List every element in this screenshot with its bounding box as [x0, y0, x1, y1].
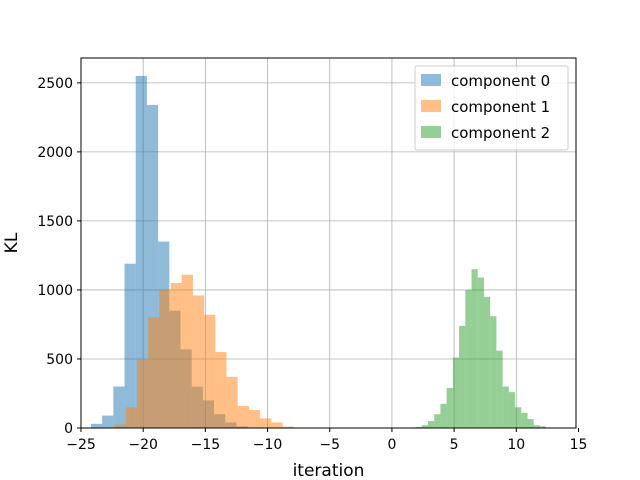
histogram-bar — [124, 263, 136, 428]
legend-label: component 0 — [451, 72, 550, 90]
x-tick-label: 10 — [507, 437, 525, 453]
histogram-bar — [148, 317, 160, 428]
x-tick-label: −25 — [66, 437, 96, 453]
x-tick-label: −15 — [191, 437, 221, 453]
histogram-bars — [90, 75, 547, 429]
legend-box — [414, 65, 569, 151]
histogram-bar — [508, 392, 516, 428]
histogram-bar — [521, 412, 528, 428]
histogram-bar — [114, 424, 126, 428]
y-tick-label: 1500 — [37, 214, 73, 230]
y-tick-label: 1000 — [37, 283, 73, 299]
legend-label: component 1 — [451, 98, 550, 116]
histogram-bar — [459, 325, 466, 428]
histogram-bar — [136, 358, 149, 428]
histogram-bar — [146, 104, 159, 428]
histogram-bar — [192, 295, 205, 428]
x-tick-label: −10 — [253, 437, 283, 453]
histogram-bar — [483, 296, 491, 428]
histogram-bar — [440, 403, 447, 428]
x-axis-label: iteration — [293, 461, 365, 480]
histogram-bar — [446, 387, 453, 428]
histogram-bar — [465, 289, 472, 428]
x-tick-label: 0 — [387, 437, 396, 453]
legend-swatch — [421, 74, 441, 86]
histogram-bar — [170, 283, 182, 428]
histogram-bar — [226, 376, 238, 428]
histogram-bar — [90, 423, 103, 428]
histogram-bar — [248, 410, 261, 428]
histogram-bar — [539, 426, 547, 428]
legend-swatch — [421, 126, 441, 138]
y-axis-label: KL — [2, 232, 22, 253]
histogram-bar — [527, 419, 534, 428]
histogram-bar — [415, 426, 422, 428]
histogram-bar — [471, 269, 478, 428]
series-1-bars — [114, 274, 294, 428]
x-tick-label: 15 — [570, 437, 588, 453]
histogram-bar — [237, 405, 249, 428]
y-tick-label: 500 — [46, 352, 73, 368]
histogram-bar — [260, 418, 272, 428]
histogram-bar — [159, 289, 171, 428]
series-2-bars — [415, 269, 547, 428]
x-tick-label: 5 — [450, 437, 459, 453]
x-axis-ticks: −25 −20 −15 −10 −5 0 5 10 15 — [66, 428, 587, 453]
histogram-bar — [215, 352, 227, 428]
histogram-bar — [102, 415, 114, 428]
legend-swatch — [421, 100, 441, 112]
histogram-bar — [496, 350, 503, 428]
legend: component 0 component 1 component 2 — [414, 65, 569, 151]
histogram-bar — [434, 414, 441, 428]
histogram-bar — [427, 421, 435, 428]
y-tick-label: 0 — [64, 421, 73, 437]
histogram-bar — [181, 274, 193, 428]
histogram-bar — [502, 386, 509, 428]
histogram-bar — [125, 407, 137, 428]
histogram-bar — [113, 386, 125, 428]
x-tick-label: −5 — [319, 437, 340, 453]
histogram-bar — [282, 426, 294, 428]
histogram-bar — [515, 407, 522, 428]
histogram-bar — [271, 422, 283, 428]
y-tick-label: 2000 — [37, 145, 73, 161]
histogram-bar — [452, 357, 460, 428]
plot-frame — [80, 57, 577, 429]
histogram-bar — [477, 277, 484, 428]
histogram-bar — [421, 425, 428, 428]
y-axis-ticks: 0 500 1000 1500 2000 2500 — [37, 76, 81, 437]
histogram-bar — [135, 75, 147, 429]
x-tick-label: −20 — [128, 437, 158, 453]
legend-label: component 2 — [451, 124, 550, 142]
histogram-bar — [490, 316, 497, 428]
y-tick-label: 2500 — [37, 76, 73, 92]
histogram-bar — [533, 425, 540, 428]
histogram-bar — [204, 314, 216, 428]
